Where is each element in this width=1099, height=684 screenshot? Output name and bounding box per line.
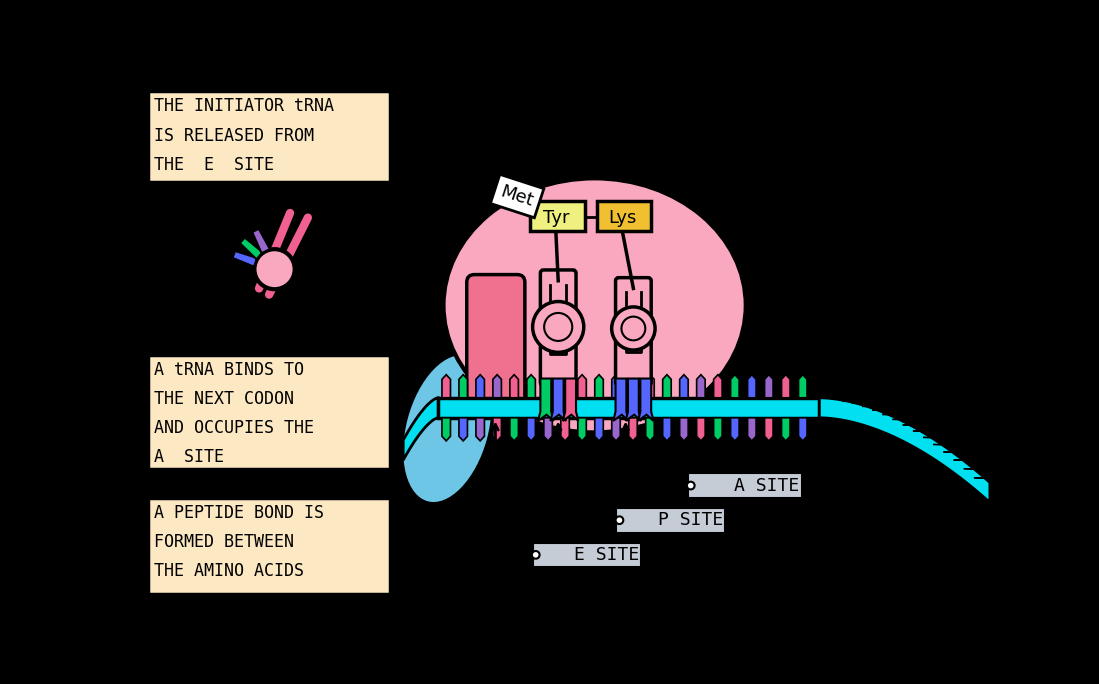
Circle shape <box>621 317 645 341</box>
Polygon shape <box>612 418 620 441</box>
Polygon shape <box>679 375 688 398</box>
Text: A tRNA BINDS TO
THE NEXT CODON
AND OCCUPIES THE
A  SITE: A tRNA BINDS TO THE NEXT CODON AND OCCUP… <box>155 361 314 466</box>
Polygon shape <box>629 418 637 441</box>
Polygon shape <box>646 418 654 441</box>
Bar <box>597 201 652 231</box>
Polygon shape <box>526 418 535 441</box>
Polygon shape <box>578 375 586 398</box>
Bar <box>148 92 390 182</box>
Bar <box>617 508 725 533</box>
Polygon shape <box>663 375 671 398</box>
Bar <box>688 473 802 498</box>
Circle shape <box>615 516 623 524</box>
Text: THE INITIATOR tRNA
IS RELEASED FROM
THE  E  SITE: THE INITIATOR tRNA IS RELEASED FROM THE … <box>155 98 334 174</box>
Ellipse shape <box>401 354 493 503</box>
Polygon shape <box>563 378 578 421</box>
Bar <box>148 355 390 469</box>
Polygon shape <box>595 418 603 441</box>
Polygon shape <box>476 418 485 441</box>
Polygon shape <box>781 418 790 441</box>
Polygon shape <box>233 251 257 267</box>
Polygon shape <box>731 418 740 441</box>
Polygon shape <box>510 418 519 441</box>
Polygon shape <box>492 418 501 441</box>
Polygon shape <box>613 378 629 421</box>
Polygon shape <box>442 375 451 398</box>
Text: Tyr: Tyr <box>543 209 569 226</box>
Text: A SITE: A SITE <box>734 477 799 495</box>
Text: A PEPTIDE BOND IS
FORMED BETWEEN
THE AMINO ACIDS: A PEPTIDE BOND IS FORMED BETWEEN THE AMI… <box>155 504 324 581</box>
Polygon shape <box>544 375 553 398</box>
Text: P SITE: P SITE <box>658 511 723 529</box>
Polygon shape <box>442 418 451 441</box>
Polygon shape <box>820 398 990 503</box>
Bar <box>531 201 585 231</box>
Polygon shape <box>663 418 671 441</box>
Bar <box>439 398 820 418</box>
Polygon shape <box>747 418 756 441</box>
Polygon shape <box>713 418 722 441</box>
Polygon shape <box>612 375 620 398</box>
Ellipse shape <box>444 179 746 432</box>
Polygon shape <box>551 378 566 421</box>
Polygon shape <box>697 375 706 398</box>
Circle shape <box>532 551 540 559</box>
Polygon shape <box>560 375 569 398</box>
Polygon shape <box>646 375 654 398</box>
Polygon shape <box>731 375 740 398</box>
Circle shape <box>533 302 584 352</box>
Polygon shape <box>799 418 807 441</box>
FancyBboxPatch shape <box>541 270 576 386</box>
Polygon shape <box>539 378 554 421</box>
Polygon shape <box>544 418 553 441</box>
Polygon shape <box>799 375 807 398</box>
FancyBboxPatch shape <box>467 274 525 409</box>
Text: Met: Met <box>498 182 536 210</box>
Circle shape <box>254 249 295 289</box>
Polygon shape <box>403 398 439 460</box>
Polygon shape <box>679 418 688 441</box>
Polygon shape <box>713 375 722 398</box>
Circle shape <box>687 482 695 490</box>
FancyBboxPatch shape <box>615 278 652 386</box>
Polygon shape <box>526 375 535 398</box>
Polygon shape <box>697 418 706 441</box>
Polygon shape <box>595 375 603 398</box>
Polygon shape <box>510 375 519 398</box>
Circle shape <box>612 307 655 350</box>
Text: E SITE: E SITE <box>575 546 640 564</box>
Text: Lys: Lys <box>609 209 636 226</box>
Polygon shape <box>765 418 773 441</box>
Polygon shape <box>476 375 485 398</box>
Polygon shape <box>560 418 569 441</box>
Bar <box>533 542 641 567</box>
Polygon shape <box>639 378 654 421</box>
Polygon shape <box>629 375 637 398</box>
Polygon shape <box>765 375 773 398</box>
Circle shape <box>544 313 573 341</box>
Polygon shape <box>252 229 270 253</box>
Polygon shape <box>459 375 467 398</box>
Bar <box>148 498 390 594</box>
Polygon shape <box>578 418 586 441</box>
Polygon shape <box>781 375 790 398</box>
Polygon shape <box>459 418 467 441</box>
Polygon shape <box>747 375 756 398</box>
Polygon shape <box>625 378 641 421</box>
Polygon shape <box>240 237 263 259</box>
Polygon shape <box>492 375 501 398</box>
